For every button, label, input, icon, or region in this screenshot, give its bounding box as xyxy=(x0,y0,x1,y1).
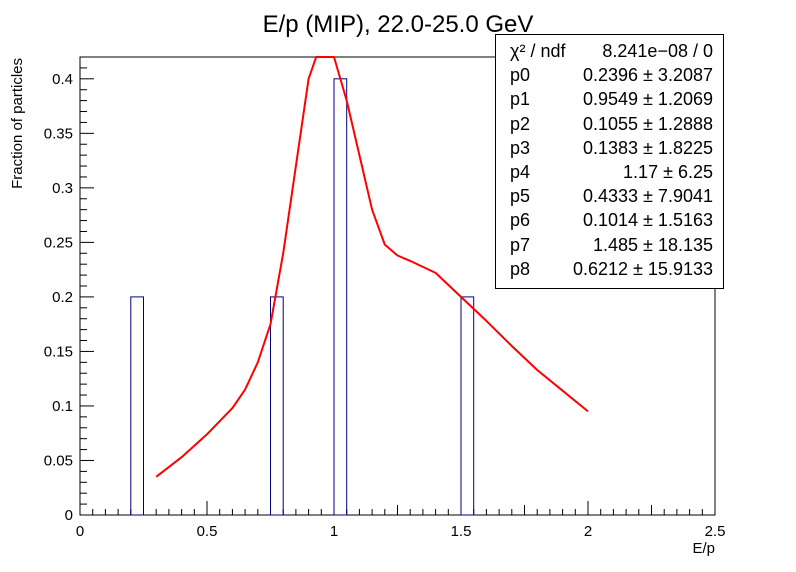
chart-title: E/p (MIP), 22.0-25.0 GeV xyxy=(263,11,534,38)
stats-param-name: p2 xyxy=(510,113,531,134)
stats-row: p5 0.4333 ± 7.9041 xyxy=(496,186,723,210)
x-tick-label: 0 xyxy=(76,523,84,540)
y-tick-label: 0.25 xyxy=(44,234,73,251)
stats-param-value: 0.4333 ± 7.9041 xyxy=(583,186,713,207)
x-axis-label: E/p xyxy=(692,540,715,557)
stats-param-name: p7 xyxy=(510,234,531,255)
stats-param-name: p4 xyxy=(510,162,531,182)
fit-stats-box: χ² / ndf 8.241e−08 / 0 p0 0.2396 ± 3.2087 p1… xyxy=(495,34,724,289)
stats-param-name: χ² / ndf xyxy=(510,41,566,61)
stats-param-value: 0.1383 ± 1.8225 xyxy=(583,137,713,158)
y-tick-label: 0.35 xyxy=(44,125,73,142)
x-tick-label: 1.5 xyxy=(451,523,472,540)
stats-param-value: 0.6212 ± 15.9133 xyxy=(572,258,713,279)
stats-param-name: p6 xyxy=(510,210,531,231)
stats-row: p3 0.1383 ± 1.8225 xyxy=(496,138,723,162)
stats-param-value: 1.485 ± 18.135 xyxy=(593,234,713,255)
stats-param-value: 1.17 ± 6.25 xyxy=(623,162,713,182)
histogram-bar xyxy=(460,296,475,516)
stats-param-name: p0 xyxy=(510,65,531,86)
x-tick-label: 0.5 xyxy=(197,523,218,540)
y-tick-label: 0.05 xyxy=(44,452,73,469)
stats-param-value: 8.241e−08 / 0 xyxy=(602,41,713,61)
y-tick-label: 0.1 xyxy=(52,398,73,415)
y-tick-label: 0.2 xyxy=(52,289,73,306)
stats-param-name: p1 xyxy=(510,89,531,110)
histogram-bar xyxy=(333,78,348,516)
stats-row: p1 0.9549 ± 1.2069 xyxy=(496,89,723,113)
y-tick-label: 0.4 xyxy=(52,71,73,88)
y-axis-label: Fraction of particles xyxy=(9,58,26,189)
stats-param-value: 0.1014 ± 1.5163 xyxy=(583,210,713,231)
stats-row: p8 0.6212 ± 15.9133 xyxy=(496,259,723,283)
stats-param-name: p5 xyxy=(510,186,531,207)
histogram-bar xyxy=(130,296,145,516)
x-tick-label: 1 xyxy=(330,523,338,540)
stats-param-name: p8 xyxy=(510,258,531,279)
stats-row: p4 1.17 ± 6.25 xyxy=(496,162,723,186)
x-tick-label: 2 xyxy=(584,523,592,540)
y-tick-label: 0.3 xyxy=(52,180,73,197)
stats-param-name: p3 xyxy=(510,137,531,158)
stats-param-value: 0.9549 ± 1.2069 xyxy=(583,89,713,110)
stats-param-value: 0.2396 ± 3.2087 xyxy=(583,65,713,86)
stats-row: χ² / ndf 8.241e−08 / 0 xyxy=(496,41,723,65)
stats-row: p7 1.485 ± 18.135 xyxy=(496,235,723,259)
histogram-bar xyxy=(270,296,284,516)
stats-param-value: 0.1055 ± 1.2888 xyxy=(583,113,713,134)
x-tick-label: 2.5 xyxy=(705,523,726,540)
plot-area: 0 0.5 1 1.5 2 2.5 0 0.05 0.1 0.15 0.2 0.25 0.3 0.35 0.… xyxy=(44,56,726,540)
fit-curve xyxy=(155,56,589,478)
stats-row: p0 0.2396 ± 3.2087 xyxy=(496,65,723,89)
stats-row: p6 0.1014 ± 1.5163 xyxy=(496,210,723,234)
y-tick-label: 0.15 xyxy=(44,343,73,360)
stats-row: p2 0.1055 ± 1.2888 xyxy=(496,114,723,138)
y-tick-label: 0 xyxy=(65,507,73,524)
